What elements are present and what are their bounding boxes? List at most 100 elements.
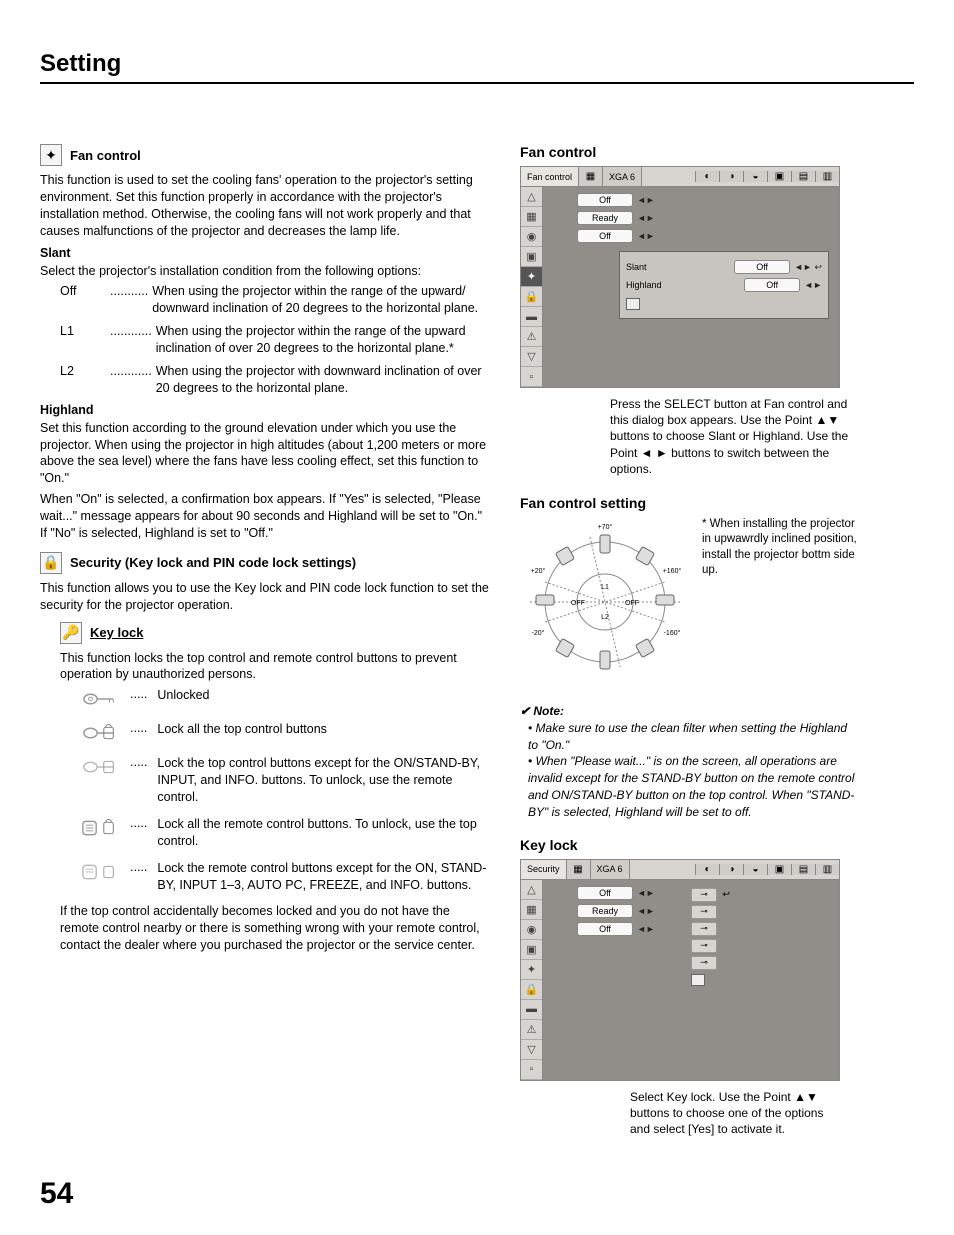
angle-label: +160° (663, 567, 682, 575)
fan-caption: Press the SELECT button at Fan control a… (610, 396, 860, 477)
sidebar-icon: ▦ (521, 900, 542, 920)
arrow-icon: ◄► (637, 924, 655, 934)
arrow-icon: ◄► (637, 888, 655, 898)
menu-value: Ready (577, 904, 633, 918)
highland-title: Highland (40, 403, 490, 417)
left-column: ✦ Fan control This function is used to s… (40, 144, 490, 1137)
lock-option-remote-except: ..... Lock the remote control buttons ex… (60, 860, 490, 894)
sidebar-icon: ◉ (521, 920, 542, 940)
sidebar-down-icon: ▽ (521, 1040, 542, 1060)
off-label: OFF (625, 600, 639, 607)
dialog-label: Highland (626, 280, 662, 290)
arrow-icon: ◄► (804, 280, 822, 290)
lock-option-icon: ⊸ (691, 939, 717, 953)
menu-value: Off (577, 229, 633, 243)
highland-p2: When "On" is selected, a confirmation bo… (40, 491, 490, 542)
sidebar-icon: ▣ (521, 940, 542, 960)
dialog-exit-icon (626, 298, 640, 310)
menu-top-icon: ▥ (815, 171, 839, 182)
page-header: Setting (40, 50, 914, 84)
menu-value: Off (577, 886, 633, 900)
sidebar-down-icon: ▽ (521, 347, 542, 367)
menu-mode: XGA 6 (591, 860, 630, 879)
security-title: Security (Key lock and PIN code lock set… (70, 555, 356, 570)
sidebar-up-icon: △ (521, 880, 542, 900)
slant-intro: Select the projector's installation cond… (40, 263, 490, 280)
slant-option-off: Off ........... When using the projector… (40, 283, 490, 317)
sidebar-icon: ▣ (521, 247, 542, 267)
lock-top-except-icon (80, 755, 120, 779)
arrow-icon: ◄► (637, 213, 655, 223)
lock-option-top-except: ..... Lock the top control buttons excep… (60, 755, 490, 806)
arrow-icon: ◄► (637, 231, 655, 241)
menu-tab-label: Security (521, 860, 567, 879)
sidebar-up-icon: △ (521, 187, 542, 207)
menu-top-icon: ▥ (815, 864, 839, 875)
lock-option-top-all: ..... Lock all the top control buttons (60, 721, 490, 745)
lock-option-icon: ⊸ (691, 922, 717, 936)
sidebar-icon: ◉ (521, 227, 542, 247)
note-item: When "Please wait..." is on the screen, … (528, 753, 860, 820)
menu-top-icon: ▣ (767, 171, 791, 182)
dialog-value: Off (744, 278, 800, 292)
highland-p1: Set this function according to the groun… (40, 420, 490, 488)
fan-control-title: Fan control (70, 148, 141, 163)
fan-control-screenshot-title: Fan control (520, 144, 860, 160)
arrow-icon: ◄► (637, 195, 655, 205)
keylock-icon: 🔑 (60, 622, 82, 644)
sidebar-icon: ✦ (521, 960, 542, 980)
off-label: OFF (571, 600, 585, 607)
l1-label: L1 (601, 584, 609, 591)
sidebar-icon: ▫ (521, 1060, 542, 1080)
dialog-label: Slant (626, 262, 647, 272)
page-number: 54 (40, 1177, 73, 1211)
sidebar-icon: ▬ (521, 1000, 542, 1020)
arrow-icon: ◄► ↩ (794, 262, 822, 273)
keylock-screenshot-title: Key lock (520, 837, 860, 853)
slant-option-l1: L1 ............ When using the projector… (40, 323, 490, 357)
security-icon: 🔒 (40, 552, 62, 574)
sidebar-icon: ⚠ (521, 1020, 542, 1040)
menu-icon: ▦ (579, 167, 603, 186)
sidebar-icon: ▦ (521, 207, 542, 227)
right-column: Fan control Fan control ▦ XGA 6 ◐ ◑ ◒ ▣ … (520, 144, 860, 1137)
menu-top-icon: ◐ (695, 864, 719, 875)
dialog-exit-icon (691, 974, 705, 986)
slant-option-l2: L2 ............ When using the projector… (40, 363, 490, 397)
menu-value: Off (577, 193, 633, 207)
keylock-caption: Select Key lock. Use the Point ▲▼ button… (630, 1089, 830, 1138)
sidebar-icon: 🔒 (521, 980, 542, 1000)
lock-option-unlocked: ..... Unlocked (60, 687, 490, 711)
keylock-title: Key lock (90, 625, 143, 640)
slant-title: Slant (40, 246, 490, 260)
note-item: Make sure to use the clean filter when s… (528, 720, 860, 754)
fan-dialog: Slant Off ◄► ↩ Highland Off ◄► (619, 251, 829, 319)
dialog-value: Off (734, 260, 790, 274)
menu-mode: XGA 6 (603, 167, 642, 186)
keylock-menu-screenshot: Security ▦ XGA 6 ◐ ◑ ◒ ▣ ▤ ▥ △ ▦ ◉ ▣ (520, 859, 840, 1081)
menu-top-icon: ▣ (767, 864, 791, 875)
fan-setting-title: Fan control setting (520, 495, 860, 511)
security-intro: This function allows you to use the Key … (40, 580, 490, 614)
menu-icon: ▦ (567, 860, 591, 879)
lock-remote-except-icon (80, 860, 120, 884)
fan-intro: This function is used to set the cooling… (40, 172, 490, 240)
menu-value: Off (577, 922, 633, 936)
angle-label: -20° (532, 629, 545, 637)
menu-top-icon: ◑ (719, 864, 743, 875)
l2-label: L2 (601, 614, 609, 621)
lock-remote-all-icon (80, 816, 120, 840)
keylock-options-panel: ⊸↩ ⊸ ⊸ ⊸ ⊸ (687, 884, 833, 1076)
sidebar-icon: ▬ (521, 307, 542, 327)
menu-top-icon: ◑ (719, 171, 743, 182)
unlock-key-icon (80, 687, 120, 711)
fan-control-menu-screenshot: Fan control ▦ XGA 6 ◐ ◑ ◒ ▣ ▤ ▥ △ ▦ ◉ ▣ (520, 166, 840, 388)
angle-label: +20° (531, 567, 546, 575)
note-title: ✔ Note: (520, 703, 860, 720)
arrow-icon: ◄► (637, 906, 655, 916)
angle-label: +70° (598, 523, 613, 531)
menu-top-icon: ▤ (791, 864, 815, 875)
sidebar-icon: 🔒 (521, 287, 542, 307)
sidebar-icon: ▫ (521, 367, 542, 387)
note-block: ✔ Note: Make sure to use the clean filte… (520, 703, 860, 821)
